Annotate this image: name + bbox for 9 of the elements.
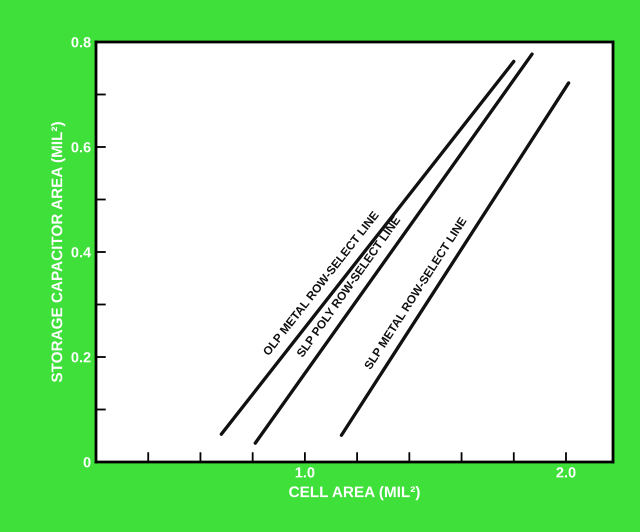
y-tick-label: 0.8 bbox=[71, 37, 91, 48]
y-tick-label: 0 bbox=[84, 457, 91, 468]
x-tick-label: 1.0 bbox=[296, 467, 314, 478]
y-tick-label: 0.2 bbox=[71, 352, 91, 362]
y-tick-label: 0.6 bbox=[71, 142, 91, 152]
x-tick-label: 2.0 bbox=[556, 467, 576, 478]
y-axis-title: STORAGE CAPACITOR AREA (MIL²) bbox=[51, 122, 66, 382]
x-axis-title: CELL AREA (MIL²) bbox=[289, 486, 420, 500]
y-tick-label: 0.4 bbox=[71, 247, 92, 258]
